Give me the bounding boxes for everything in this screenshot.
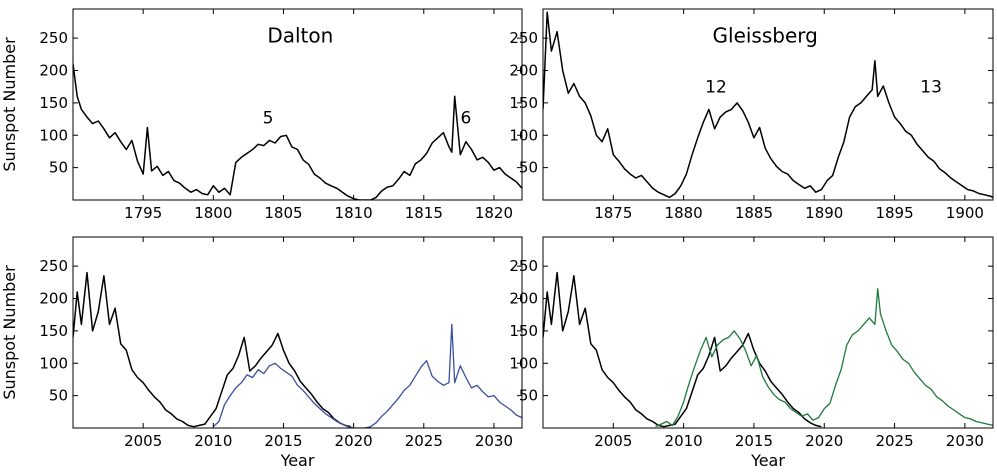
chart-annotation: Dalton	[267, 24, 333, 48]
axes-frame	[542, 236, 994, 429]
axes-frame	[72, 8, 523, 201]
x-tick-label: 2025	[875, 432, 913, 450]
x-tick-label: 2020	[335, 432, 373, 450]
y-tick-label: 150	[39, 94, 68, 112]
data-series-line-0	[73, 271, 351, 428]
y-tick-label: 150	[509, 94, 538, 112]
y-tick-label: 100	[39, 354, 68, 372]
y-tick-label: 150	[39, 322, 68, 340]
y-tick-label: 100	[509, 354, 538, 372]
y-tick-label: 50	[519, 159, 538, 177]
y-tick-label: 50	[519, 387, 538, 405]
y-axis-label: Sunspot Number	[0, 37, 19, 172]
chart-annotation: 5	[263, 109, 274, 129]
y-tick-label: 200	[509, 62, 538, 80]
chart-panel-bottom-left: 2005 2010 2015 2020 2025 2030 50 100 150 200 250 Su…	[0, 236, 523, 470]
y-tick-label: 200	[509, 290, 538, 308]
y-tick-label: 250	[39, 257, 68, 275]
x-tick-label: 2025	[405, 432, 443, 450]
y-tick-label: 100	[509, 126, 538, 144]
x-tick-label: 1890	[805, 204, 843, 222]
chart-annotation: 12	[705, 78, 727, 98]
x-tick-label: 1895	[875, 204, 913, 222]
chart-panel-bottom-right: 2005 2010 2015 2020 2025 2030 50 100 150 200 250 Ye…	[509, 236, 994, 470]
y-tick-label: 150	[509, 322, 538, 340]
x-tick-label: 1875	[594, 204, 632, 222]
chart-panel-top-right: 1875 1880 1885 1890 1895 1900 50 100 150 200 250 Gl…	[509, 8, 994, 222]
y-tick-label: 50	[49, 387, 68, 405]
data-series-line-1	[212, 323, 522, 428]
x-tick-label: 2030	[946, 432, 984, 450]
chart-panel-top-left: 1795 1800 1805 1810 1815 1820 50 100 150 200 250 Su…	[0, 8, 523, 222]
x-tick-label: 2015	[264, 432, 302, 450]
x-tick-label: 2005	[594, 432, 632, 450]
x-tick-label: 1810	[335, 204, 373, 222]
y-tick-label: 250	[509, 29, 538, 47]
data-series-line-0	[543, 271, 822, 428]
y-tick-label: 250	[509, 257, 538, 275]
x-tick-label: 1815	[405, 204, 443, 222]
chart-annotation: 13	[920, 78, 942, 98]
x-tick-label: 1820	[475, 204, 513, 222]
y-tick-label: 200	[39, 62, 68, 80]
x-axis-label: Year	[280, 451, 315, 470]
chart-annotation: 6	[460, 109, 471, 129]
x-tick-label: 2005	[124, 432, 162, 450]
x-tick-label: 2010	[194, 432, 232, 450]
x-axis-label: Year	[750, 451, 785, 470]
x-tick-label: 1795	[124, 204, 162, 222]
axes-frame	[542, 8, 994, 201]
x-tick-label: 1900	[946, 204, 984, 222]
x-tick-label: 2015	[735, 432, 773, 450]
y-tick-label: 250	[39, 29, 68, 47]
data-series-line-0	[543, 11, 993, 199]
y-tick-label: 100	[39, 126, 68, 144]
x-tick-label: 2020	[805, 432, 843, 450]
y-axis-label: Sunspot Number	[0, 265, 19, 400]
axes-frame	[72, 236, 523, 429]
x-tick-label: 2010	[665, 432, 703, 450]
x-tick-label: 1805	[264, 204, 302, 222]
y-tick-label: 200	[39, 290, 68, 308]
x-tick-label: 1885	[735, 204, 773, 222]
chart-annotation: Gleissberg	[713, 24, 818, 48]
data-series-line-0	[73, 63, 522, 200]
x-tick-label: 1800	[194, 204, 232, 222]
data-series-line-1	[655, 288, 993, 428]
x-tick-label: 2030	[475, 432, 513, 450]
y-tick-label: 50	[49, 159, 68, 177]
x-tick-label: 1880	[665, 204, 703, 222]
